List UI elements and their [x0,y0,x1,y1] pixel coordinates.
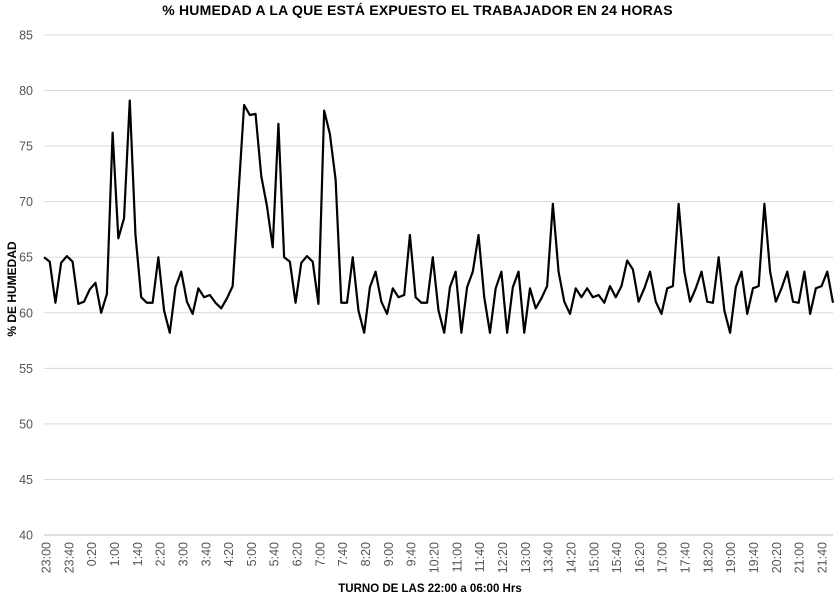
x-tick-label: 15:00 [587,542,601,573]
x-tick-label: 2:20 [154,542,168,566]
x-tick-label: 1:40 [131,542,145,566]
y-tick-label: 50 [19,417,33,431]
x-tick-label: 20:20 [770,542,784,573]
x-tick-label: 16:20 [633,542,647,573]
x-tick-label: 5:00 [245,542,259,566]
x-tick-label: 23:00 [40,542,54,573]
x-tick-label: 13:40 [542,542,556,573]
y-tick-label: 70 [19,195,33,209]
y-tick-label: 80 [19,84,33,98]
x-tick-label: 21:00 [793,542,807,573]
x-tick-label: 15:40 [610,542,624,573]
x-tick-label: 3:40 [199,542,213,566]
y-tick-label: 60 [19,306,33,320]
x-tick-labels: 23:00 23:40 0:20 1:00 1:40 2:20 3:00 3:40 4:20 5:… [40,542,830,573]
x-tick-label: 11:40 [473,542,487,572]
x-tick-label: 23:40 [62,542,76,573]
x-tick-label: 17:40 [679,542,693,573]
x-tick-label: 3:00 [176,542,190,566]
series-group [43,99,835,334]
x-tick-label: 19:00 [724,542,738,573]
x-tick-label: 11:00 [450,542,464,572]
x-tick-label: 6:20 [291,542,305,566]
y-tick-label: 45 [19,473,33,487]
x-tick-label: 4:20 [222,542,236,566]
y-tick-label: 40 [19,529,33,543]
y-tick-label: 65 [19,251,33,265]
x-tick-label: 17:00 [656,542,670,573]
x-tick-label: 18:20 [701,542,715,573]
chart-title: % HUMEDAD A LA QUE ESTÁ EXPUESTO EL TRAB… [162,2,673,18]
y-tick-labels: 40 45 50 55 60 65 70 75 80 85 [19,29,33,543]
y-tick-label: 75 [19,140,33,154]
x-tick-label: 13:00 [519,542,533,573]
x-tick-label: 21:40 [816,542,830,573]
y-tick-label: 55 [19,362,33,376]
x-tick-label: 9:00 [382,542,396,566]
x-tick-label: 7:40 [336,542,350,566]
x-tick-label: 7:00 [313,542,327,566]
x-tick-label: 1:00 [108,542,122,566]
x-tick-label: 5:40 [268,542,282,566]
x-axis-label: TURNO DE LAS 22:00 a 06:00 Hrs [338,583,522,595]
x-tick-label: 9:40 [405,542,419,566]
x-tick-label: 0:20 [85,542,99,566]
y-tick-label: 85 [19,29,33,43]
x-tick-label: 19:40 [747,542,761,573]
humidity-series-line [43,99,835,334]
x-tick-label: 10:20 [428,542,442,573]
gridlines [44,34,833,536]
x-tick-label: 12:20 [496,542,510,573]
x-tick-label: 8:20 [359,542,373,566]
x-tick-label: 14:20 [564,542,578,573]
